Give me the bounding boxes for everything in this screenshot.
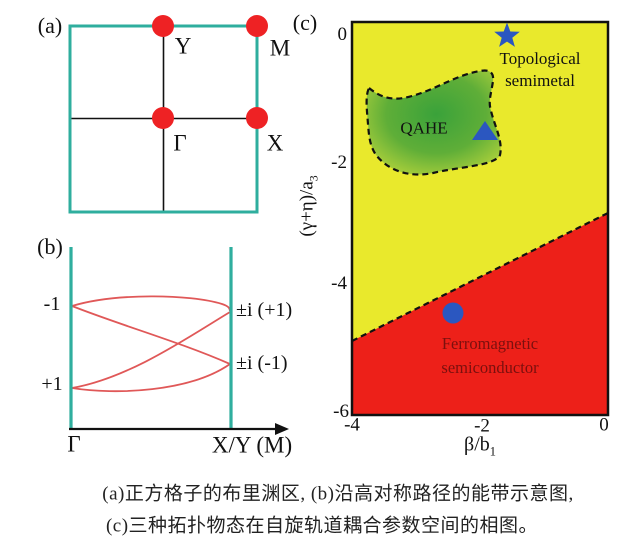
bz-dot-M — [246, 15, 268, 37]
label-topological-line2: semimetal — [505, 71, 575, 90]
phase-red-region — [352, 213, 608, 414]
y-axis-label-sub: 3 — [307, 175, 321, 182]
marker-star — [494, 22, 520, 47]
label-ferromagnetic-semiconductor: Ferromagnetic semiconductor — [441, 332, 538, 380]
bz-label-Y: Y — [174, 33, 192, 59]
panel-a-tag: (a) — [37, 13, 63, 38]
caption-line1: (a)正方格子的布里渊区, (b)沿高对称路径的能带示意图, — [102, 483, 574, 505]
y-tick-m2: -2 — [331, 152, 347, 173]
band-kpoint-xym: X/Y (M) — [211, 432, 293, 458]
bz-dot-X — [246, 107, 268, 129]
phase-plot-border — [350, 20, 610, 417]
band-curve-lower-arc — [71, 363, 231, 393]
band-eig-pmi-plus1: ±i (+1) — [236, 299, 293, 321]
bz-label-Gamma: Γ — [173, 130, 187, 156]
bz-label-M: M — [269, 35, 291, 61]
marker-triangle — [472, 121, 498, 140]
label-ferro-line1: Ferromagnetic — [441, 334, 539, 353]
band-kpoint-gamma: Γ — [67, 431, 81, 457]
y-tick-0: 0 — [337, 24, 348, 45]
y-axis-label: (γ+η)/a3 — [296, 175, 321, 237]
x-tick-m2: -2 — [474, 415, 490, 437]
band-kaxis-arrowhead — [275, 423, 289, 435]
bz-dot-Y — [152, 15, 174, 37]
x-axis-label-sub: 1 — [489, 444, 496, 459]
band-eig-pmi-minus1: ±i (-1) — [236, 352, 288, 374]
label-ferro-line2: semiconductor — [441, 358, 539, 377]
label-topological-semimetal: Topological semimetal — [500, 48, 581, 92]
x-axis-label: β/b1 — [464, 434, 496, 457]
label-qahe: QAHE — [400, 118, 448, 138]
bz-dot-Gamma — [152, 107, 174, 129]
panel-b-tag: (b) — [37, 234, 63, 259]
caption-line2: (c)三种拓扑物态在自旋轨道耦合参数空间的相图。 — [105, 515, 539, 537]
band-eig-minus1: -1 — [43, 293, 61, 315]
y-tick-m4: -4 — [331, 273, 347, 294]
qahe-region-blob — [365, 69, 502, 176]
x-axis-label-main: β/b — [464, 433, 490, 456]
x-tick-m4: -4 — [344, 414, 360, 436]
phase-boundary-dashed-line — [351, 212, 609, 342]
marker-circle — [442, 302, 464, 324]
y-axis-label-main: (γ+η)/a — [296, 181, 318, 237]
x-tick-0: 0 — [599, 414, 609, 436]
bz-label-X: X — [266, 130, 284, 156]
band-curve-descending — [71, 305, 231, 365]
panel-c-tag: (c) — [292, 10, 318, 35]
label-topological-line1: Topological — [499, 49, 581, 68]
band-eig-plus1: +1 — [41, 373, 63, 395]
band-curve-upper-arc — [71, 295, 231, 312]
band-curve-ascending — [71, 311, 231, 389]
y-tick-m6: -6 — [333, 401, 349, 422]
